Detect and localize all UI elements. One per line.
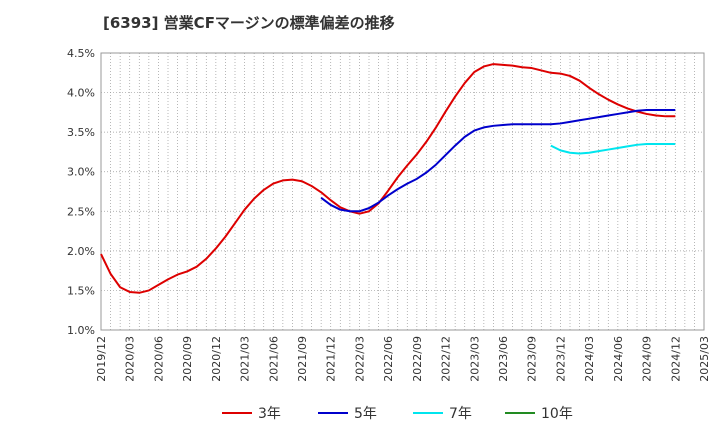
x-tick-label: 2023/03 [468, 336, 481, 382]
series-line-3年 [100, 63, 676, 294]
x-tick-label: 2024/12 [669, 336, 682, 382]
series-lines [100, 63, 676, 294]
y-tick-label: 2.5% [67, 205, 95, 218]
x-tick-label: 2021/06 [267, 336, 280, 382]
x-tick-label: 2023/09 [526, 336, 539, 382]
plot-area [100, 52, 705, 331]
x-tick-label: 2022/06 [382, 336, 395, 382]
y-tick-label: 3.0% [67, 166, 95, 179]
y-tick-label: 1.0% [67, 324, 95, 337]
x-axis: 2019/12 2020/03 2020/06 2020/09 2020/12 2021/… [95, 336, 711, 382]
x-tick-label: 2021/09 [296, 336, 309, 382]
y-tick-label: 4.0% [67, 87, 95, 100]
x-tick-label: 2020/09 [181, 336, 194, 382]
legend-label: 5年 [354, 406, 377, 422]
y-tick-label: 3.5% [67, 126, 95, 139]
series-line-5年 [320, 108, 676, 213]
x-tick-label: 2024/03 [583, 336, 596, 382]
legend-label: 7年 [449, 406, 472, 422]
x-tick-label: 2021/03 [239, 336, 252, 382]
x-tick-label: 2022/09 [411, 336, 424, 382]
x-tick-label: 2023/12 [554, 336, 567, 382]
x-tick-label: 2024/06 [612, 336, 625, 382]
legend-label: 3年 [258, 406, 281, 422]
x-tick-label: 2020/06 [152, 336, 165, 382]
x-tick-label: 2020/03 [124, 336, 137, 382]
x-tick-label: 2022/03 [353, 336, 366, 382]
y-tick-label: 4.5% [67, 47, 95, 60]
x-tick-label: 2019/12 [95, 336, 108, 382]
series-line-7年 [550, 143, 676, 155]
legend: 3年 5年 7年 10年 [222, 406, 573, 422]
x-tick-label: 2025/03 [698, 336, 711, 382]
x-tick-label: 2020/12 [210, 336, 223, 382]
y-tick-label: 2.0% [67, 245, 95, 258]
legend-label: 10年 [541, 406, 573, 422]
y-tick-label: 1.5% [67, 284, 95, 297]
x-tick-label: 2022/12 [440, 336, 453, 382]
x-tick-label: 2023/06 [497, 336, 510, 382]
x-tick-label: 2021/12 [325, 336, 338, 382]
grid [101, 53, 704, 330]
x-tick-label: 2024/09 [641, 336, 654, 382]
chart-title: [6393] 営業CFマージンの標準偏差の推移 [103, 14, 395, 32]
y-axis: 1.0% 1.5% 2.0% 2.5% 3.0% 3.5% 4.0% 4.5% [67, 47, 95, 337]
